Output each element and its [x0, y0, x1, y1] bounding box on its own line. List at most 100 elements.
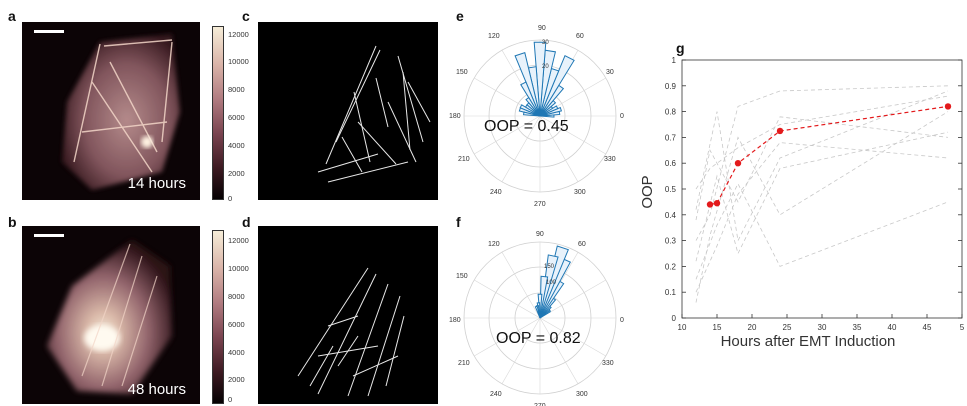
oop-value-48h: OOP = 0.82 [496, 330, 581, 347]
rose-plot-48h: 90 60 0 330 300 270 240 210 180 150 120 … [449, 231, 624, 406]
polar-spoke [539, 317, 606, 357]
polar-spoke [501, 252, 541, 319]
f-angle-120: 120 [488, 241, 500, 248]
f-angle-90: 90 [536, 231, 544, 238]
cbar-a-tick-0: 12000 [228, 30, 249, 39]
e-angle-330: 330 [604, 156, 616, 163]
skeleton-14h [258, 22, 438, 200]
f-angle-210: 210 [458, 360, 470, 367]
panel-label-e: e [456, 8, 464, 24]
f-angle-270: 270 [534, 403, 546, 406]
polar-spoke [539, 279, 606, 319]
f-angle-180: 180 [449, 317, 461, 324]
panel-label-b: b [8, 214, 17, 230]
x-tick-label: 20 [748, 323, 757, 332]
time-label-48h: 48 hours [127, 381, 186, 398]
background-trace [695, 116, 949, 221]
scale-bar [34, 30, 64, 33]
x-tick-label: 40 [888, 323, 897, 332]
panel-label-c: c [242, 8, 250, 24]
polar-spoke [474, 279, 541, 319]
y-tick-label: 0.4 [665, 211, 677, 220]
fiber-skeleton-14h [317, 45, 431, 183]
x-tick-label: 15 [713, 323, 722, 332]
f-angle-330: 330 [602, 360, 614, 367]
y-tick-label: 0.7 [665, 133, 677, 142]
polar-spoke [501, 115, 541, 182]
e-angle-90: 90 [538, 25, 546, 32]
e-angle-180: 180 [449, 113, 461, 120]
rose-plot-14h: 90 60 30 0 330 300 270 240 210 180 150 1… [449, 25, 624, 208]
mean-point [734, 160, 742, 167]
x-tick-label: 10 [678, 323, 687, 332]
x-tick-label: 35 [853, 323, 862, 332]
e-angle-30: 30 [606, 69, 614, 76]
cbar-b-tick-0: 12000 [228, 236, 249, 245]
rose-petal [534, 305, 541, 319]
e-angle-270: 270 [534, 201, 546, 208]
fiber-skeleton-48h [297, 267, 405, 397]
y-tick-label: 0.5 [665, 185, 677, 194]
rose-petal [522, 111, 541, 117]
micrograph-48h: 48 hours [22, 226, 200, 404]
e-angle-300: 300 [574, 189, 586, 196]
cbar-b-tick-6: 0 [228, 395, 233, 404]
cbar-b-tick-2: 8000 [228, 292, 245, 301]
mean-point [713, 199, 721, 207]
x-tick-label: 30 [818, 323, 827, 332]
e-radial-20: 20 [542, 64, 549, 70]
x-axis-label: Hours after EMT Induction [721, 333, 896, 350]
e-angle-0: 0 [620, 113, 624, 120]
polar-spoke [539, 317, 579, 384]
cell-image-48h [47, 240, 172, 394]
y-tick-label: 0.6 [665, 159, 677, 168]
x-tick-label: 45 [923, 323, 932, 332]
background-trace [695, 95, 949, 190]
mean-point [706, 201, 714, 208]
oop-value-14h: OOP = 0.45 [484, 118, 569, 135]
f-radial-150: 150 [544, 264, 555, 270]
y-axis-label: OOP [640, 175, 656, 208]
cbar-a-tick-2: 8000 [228, 85, 245, 94]
background-trace [695, 111, 949, 303]
y-tick-label: 0.3 [665, 237, 677, 246]
background-trace [695, 85, 949, 241]
colorbar-b [212, 230, 224, 404]
y-tick-label: 0.1 [665, 288, 677, 297]
cbar-a-tick-4: 4000 [228, 141, 245, 150]
e-angle-150: 150 [456, 69, 468, 76]
e-angle-210: 210 [458, 156, 470, 163]
y-tick-label: 0.2 [665, 262, 677, 271]
y-tick-label: 1 [672, 56, 677, 65]
skeleton-48h [258, 226, 438, 404]
plot-frame [681, 59, 963, 319]
polar-spoke [474, 317, 541, 357]
e-angle-60: 60 [576, 33, 584, 40]
polar-spoke [501, 317, 541, 384]
e-angle-120: 120 [488, 33, 500, 40]
micrograph-14h: 14 hours [22, 22, 200, 200]
cbar-b-tick-3: 6000 [228, 320, 245, 329]
cbar-b-tick-5: 2000 [228, 375, 245, 384]
panel-label-g: g [676, 40, 685, 56]
e-angle-240: 240 [490, 189, 502, 196]
x-tick-label: 5 [960, 323, 965, 332]
polar-spoke [539, 115, 579, 182]
f-angle-240: 240 [490, 391, 502, 398]
cbar-b-tick-4: 4000 [228, 348, 245, 357]
x-tick-label: 25 [783, 323, 792, 332]
mean-point [776, 127, 784, 135]
scale-bar [34, 234, 64, 237]
panel-label-a: a [8, 8, 16, 24]
y-tick-label: 0 [672, 314, 677, 323]
oop-time-chart: 0 0.1 0.2 0.3 0.4 0.5 0.6 0.7 0.8 0.9 1 10 15 20 25 30… [640, 56, 965, 350]
panel-label-f: f [456, 214, 461, 230]
cbar-a-tick-6: 0 [228, 194, 233, 203]
cbar-a-tick-1: 10000 [228, 57, 249, 66]
polar-spoke [474, 115, 541, 155]
f-angle-150: 150 [456, 273, 468, 280]
colorbar-a [212, 26, 224, 200]
polar-spoke [539, 115, 606, 155]
y-tick-label: 0.8 [665, 108, 677, 117]
f-radial-100: 100 [546, 280, 557, 286]
